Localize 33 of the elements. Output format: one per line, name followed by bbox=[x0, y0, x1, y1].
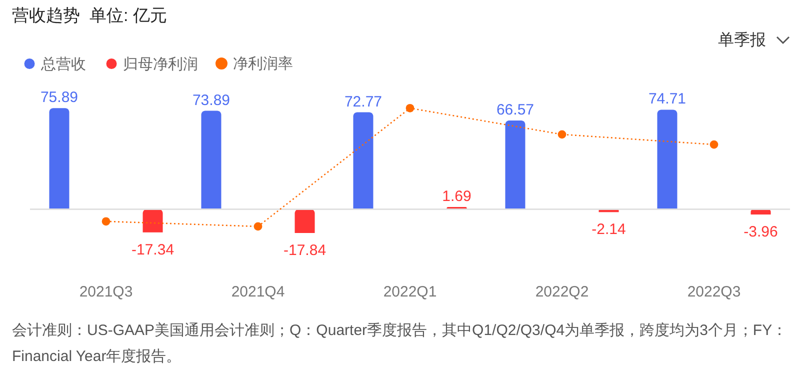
legend-label: 总营收 bbox=[40, 56, 86, 73]
data-label: 74.71 bbox=[648, 90, 686, 108]
bar bbox=[505, 120, 526, 210]
legend-label: 净利润率 bbox=[233, 56, 293, 72]
x-tick-label: 2022Q2 bbox=[535, 284, 589, 300]
data-label: -17.84 bbox=[283, 242, 326, 260]
x-tick-label: 2021Q3 bbox=[79, 284, 133, 300]
point bbox=[406, 104, 414, 112]
point bbox=[558, 130, 566, 139]
point bbox=[254, 222, 262, 231]
point bbox=[102, 217, 110, 226]
data-label: -3.96 bbox=[744, 224, 778, 241]
data-label: 72.77 bbox=[344, 93, 382, 110]
bar bbox=[49, 108, 70, 210]
point bbox=[710, 140, 718, 149]
data-label: -2.14 bbox=[592, 221, 626, 238]
data-label: 66.57 bbox=[496, 102, 534, 119]
data-label: 73.89 bbox=[192, 92, 230, 109]
chart-title: 营收趋势 单位: 亿元 bbox=[12, 5, 167, 27]
data-label: 75.89 bbox=[40, 89, 78, 106]
text: 会计准则：US-GAAP美国通用会计准则；Q：Quarter季度报告，其中Q1/Q2/Q3/Q4为单季报，跨度均为3个月；FY：Financial Year年度报告。 bbox=[12, 321, 788, 367]
bar bbox=[353, 112, 374, 210]
text: 单季报 bbox=[718, 30, 766, 51]
data-label: 1.69 bbox=[442, 188, 472, 206]
bar bbox=[294, 209, 315, 234]
bar bbox=[657, 110, 678, 210]
x-tick-label: 2021Q4 bbox=[231, 284, 285, 300]
data-label: -17.34 bbox=[131, 241, 174, 258]
x-tick-label: 2022Q1 bbox=[383, 284, 437, 300]
x-tick-label: 2022Q3 bbox=[687, 284, 741, 300]
bar bbox=[201, 110, 222, 210]
bar bbox=[142, 209, 163, 232]
legend-label: 归母净利润 bbox=[123, 56, 198, 73]
